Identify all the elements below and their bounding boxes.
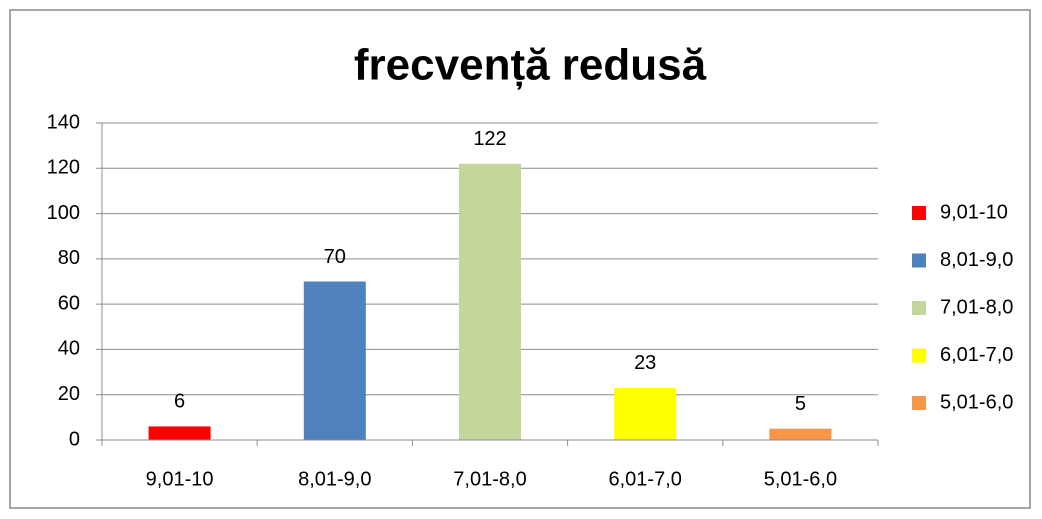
y-tick-label: 120	[47, 157, 80, 179]
x-tick-label: 7,01-8,0	[453, 468, 526, 490]
x-tick-label: 8,01-9,0	[298, 468, 371, 490]
bar	[614, 387, 677, 440]
value-label: 6	[174, 391, 185, 413]
legend-swatch	[912, 301, 926, 315]
x-tick-label: 6,01-7,0	[609, 468, 682, 490]
legend-swatch	[912, 396, 926, 410]
x-tick-label: 9,01-10	[146, 468, 214, 490]
bar	[769, 428, 832, 440]
value-label: 5	[795, 393, 806, 415]
y-tick-label: 100	[47, 202, 80, 224]
legend-label: 8,01-9,0	[940, 249, 1013, 271]
bar	[303, 281, 366, 440]
y-tick-label: 20	[58, 383, 80, 405]
value-label: 70	[324, 246, 346, 268]
value-label: 122	[473, 128, 506, 150]
bar	[459, 163, 521, 440]
y-tick-label: 40	[58, 338, 80, 360]
legend-label: 7,01-8,0	[940, 296, 1013, 318]
legend-swatch	[912, 253, 926, 268]
legend-swatch	[912, 206, 926, 220]
legend-label: 9,01-10	[940, 201, 1008, 223]
bar	[148, 426, 211, 440]
legend-label: 5,01-6,0	[940, 391, 1013, 413]
chart-title: frecvență redusă	[354, 41, 707, 90]
value-label: 23	[634, 352, 656, 374]
legend-swatch	[912, 348, 926, 363]
y-tick-label: 140	[47, 111, 80, 133]
legend-label: 6,01-7,0	[940, 344, 1013, 366]
y-tick-label: 60	[58, 292, 80, 314]
y-tick-label: 0	[69, 428, 80, 450]
x-tick-label: 5,01-6,0	[764, 468, 837, 490]
y-tick-label: 80	[58, 247, 80, 269]
